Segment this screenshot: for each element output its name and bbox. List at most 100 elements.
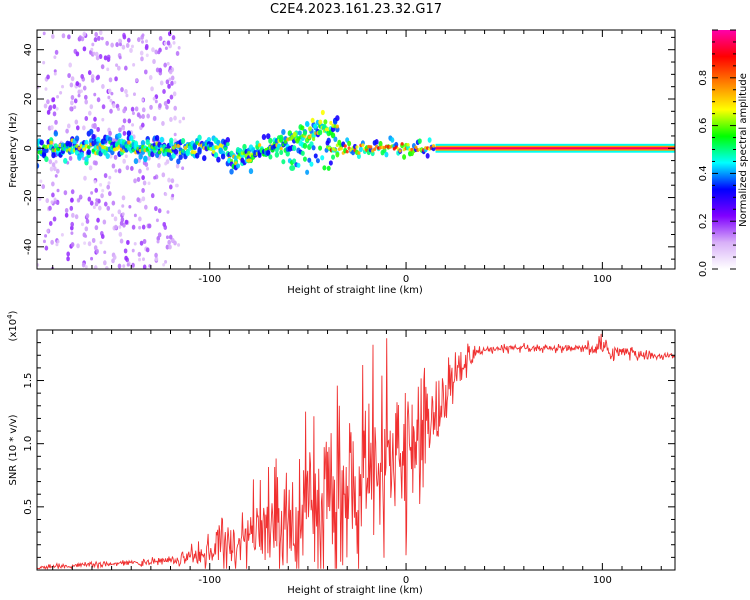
heatmap-cell	[89, 104, 94, 110]
heatmap-cell	[406, 142, 410, 147]
heatmap-cell	[247, 151, 251, 156]
heatmap-cell	[126, 263, 130, 267]
heatmap-cell	[295, 138, 300, 144]
heatmap-cell	[142, 238, 147, 244]
heatmap-cell	[98, 30, 103, 36]
heatmap-cell	[358, 146, 363, 153]
heatmap-cell	[126, 239, 130, 245]
heatmap-cell	[87, 110, 92, 116]
heatmap-cell	[128, 204, 132, 209]
heatmap-cell	[122, 264, 126, 268]
heatmap-cell	[55, 168, 60, 174]
x-tick-label: 100	[593, 274, 612, 285]
heatmap-cell	[168, 184, 173, 190]
heatmap-cell	[261, 133, 267, 140]
heatmap-cell	[122, 126, 126, 131]
heatmap-cell	[63, 157, 68, 164]
heatmap-cell	[44, 234, 48, 238]
heatmap-cell	[165, 104, 169, 110]
heatmap-cell	[167, 177, 171, 183]
heatmap-cell	[133, 213, 137, 218]
heatmap-cell	[70, 100, 74, 106]
heatmap-cell	[146, 166, 150, 171]
heatmap-cell	[99, 240, 103, 245]
heatmap-cell	[102, 219, 107, 225]
heatmap-cell	[100, 36, 104, 41]
heatmap-cell	[61, 33, 66, 39]
heatmap-cell	[122, 108, 126, 114]
heatmap-cell	[142, 180, 147, 186]
heatmap-cell	[103, 173, 108, 179]
heatmap-cell	[51, 162, 56, 168]
heatmap-cell	[165, 244, 170, 250]
heatmap-cell	[220, 153, 226, 160]
heatmap-cell	[82, 85, 87, 91]
heatmap-cell	[148, 75, 153, 81]
heatmap-cell	[42, 239, 46, 244]
heatmap-cell	[159, 80, 164, 86]
heatmap-cell	[152, 59, 156, 65]
heatmap-cell	[90, 47, 94, 52]
heatmap-cell	[168, 234, 173, 240]
heatmap-cell	[86, 149, 92, 156]
heatmap-cell	[61, 84, 65, 89]
heatmap-cell	[84, 94, 88, 100]
heatmap-cell	[162, 89, 166, 95]
heatmap-cell	[171, 193, 175, 198]
heatmap-cell	[152, 96, 156, 101]
heatmap-cell	[151, 47, 155, 53]
y-tick-label: 20	[23, 93, 34, 106]
x-tick-label: 100	[593, 575, 612, 586]
heatmap-cell	[93, 37, 98, 43]
heatmap-cell	[274, 151, 280, 158]
heatmap-cell	[173, 148, 179, 155]
heatmap-cell	[93, 116, 97, 122]
heatmap-cell	[121, 195, 126, 201]
heatmap-cell	[296, 162, 301, 168]
heatmap-cell	[124, 154, 128, 159]
heatmap-cell	[384, 151, 389, 158]
heatmap-cell	[124, 89, 128, 95]
heatmap-cell	[173, 240, 177, 246]
snr-series-line	[37, 333, 675, 570]
spectrogram-heatmap	[37, 30, 675, 269]
heatmap-cell	[398, 149, 402, 153]
heatmap-cell	[313, 153, 318, 159]
top-axes: -100 0 100 -40 -20 0 20 40	[23, 30, 675, 285]
heatmap-cell	[427, 137, 432, 143]
heatmap-cell	[268, 154, 273, 160]
heatmap-cell	[138, 216, 142, 222]
heatmap-cell	[67, 73, 71, 79]
heatmap-cell	[311, 145, 316, 151]
heatmap-cell	[305, 121, 310, 127]
heatmap-cell	[117, 263, 122, 269]
heatmap-cell	[168, 244, 172, 250]
heatmap-cell	[167, 239, 171, 245]
heatmap-cell	[74, 119, 79, 125]
heatmap-cell	[55, 106, 59, 111]
heatmap-cell	[54, 174, 58, 178]
heatmap-cell	[87, 196, 92, 202]
heatmap-cell	[60, 233, 64, 237]
top-y-axis-label: Frequency (Hz)	[8, 112, 19, 188]
heatmap-cell	[414, 145, 418, 150]
heatmap-cell	[268, 137, 273, 144]
heatmap-cell	[297, 130, 302, 136]
heatmap-cell	[157, 150, 162, 155]
colorbar-tick-label: 0.2	[698, 213, 709, 229]
heatmap-cell	[41, 184, 46, 190]
heatmap-cell	[290, 134, 295, 140]
heatmap-cell	[44, 245, 49, 251]
heatmap-cell	[120, 87, 124, 93]
heatmap-cell	[78, 35, 82, 39]
heatmap-cell	[107, 88, 112, 94]
top-x-axis-label: Height of straight line (km)	[287, 285, 423, 296]
heatmap-cell	[173, 115, 177, 121]
heatmap-cell	[333, 136, 338, 143]
chart-title: C2E4.2023.161.23.32.G17	[269, 2, 443, 17]
colorbar-tick-label: 0.0	[698, 261, 709, 277]
heatmap-cell	[356, 153, 361, 160]
heatmap-cell	[162, 221, 167, 227]
heatmap-cell	[94, 201, 99, 207]
